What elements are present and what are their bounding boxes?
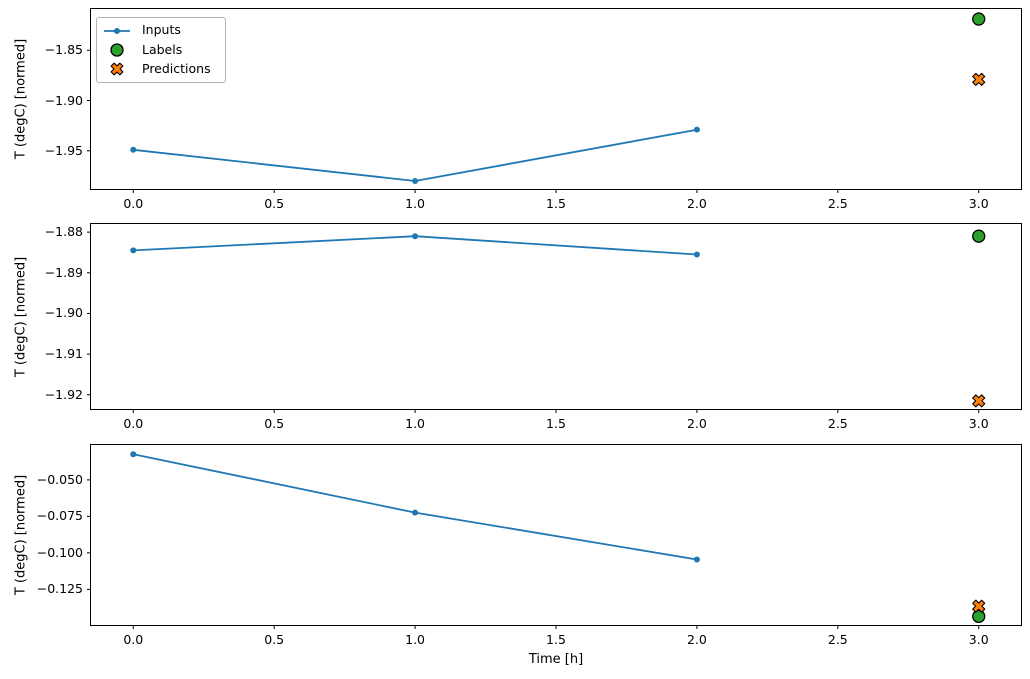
legend-label-labels: Labels <box>142 41 183 57</box>
x-tick-label: 0.5 <box>264 632 285 647</box>
y-tick-label: −0.050 <box>36 471 83 487</box>
predictions-x-icon <box>110 62 124 76</box>
y-tick-label: −1.91 <box>44 346 83 362</box>
x-tick-label: 2.5 <box>827 416 848 431</box>
x-tick-label: 1.0 <box>405 416 426 431</box>
inputs-line <box>132 453 698 561</box>
x-tick-label: 0.0 <box>123 416 144 431</box>
subplot-2-plot-area <box>87 229 986 413</box>
subplot-3-plot-area <box>87 451 986 629</box>
x-axis-label: Time [h] <box>528 652 584 667</box>
y-tick-label: −0.100 <box>36 544 83 560</box>
predictions-marker <box>972 599 986 613</box>
y-tick-label: −1.90 <box>44 92 83 108</box>
legend-label-inputs: Inputs <box>142 22 181 38</box>
inputs-line-icon <box>104 27 130 34</box>
x-tick-label: 1.5 <box>546 632 566 647</box>
subplot-2-axes <box>87 223 1022 413</box>
legend-item-labels: Labels <box>103 40 219 59</box>
x-tick-label: 3.0 <box>968 416 989 431</box>
legend-item-inputs: Inputs <box>103 21 219 40</box>
inputs-point-marker <box>693 251 700 258</box>
legend-dot-sample <box>114 27 120 34</box>
x-tick-label: 1.0 <box>405 196 426 211</box>
legend-x-sample <box>110 62 124 76</box>
x-tick-label: 3.0 <box>968 196 989 211</box>
subplot-1-plot-area <box>87 12 986 193</box>
inputs-point-marker <box>693 126 700 133</box>
inputs-point-marker <box>130 451 137 458</box>
inputs-point-marker <box>412 509 419 516</box>
y-tick-label: −1.85 <box>44 42 83 58</box>
x-tick-label: 2.5 <box>827 632 848 647</box>
y-tick-label: −0.075 <box>36 508 83 524</box>
labels-circle-icon <box>110 43 124 57</box>
x-tick-label: 1.5 <box>546 416 566 431</box>
inputs-point-marker <box>412 233 419 240</box>
y-axis-label: T (degC) [normed] <box>13 38 29 160</box>
subplot-1-axes <box>87 8 1022 193</box>
y-axis-label: T (degC) [normed] <box>13 256 29 377</box>
x-tick-label: 1.5 <box>546 196 566 211</box>
legend-circle-sample <box>110 43 124 57</box>
x-tick-label: 0.5 <box>264 416 285 431</box>
x-tick-label: 2.0 <box>686 416 707 431</box>
y-tick-label: −1.89 <box>44 264 83 280</box>
inputs-point-marker <box>130 247 137 254</box>
x-tick-label: 2.0 <box>686 196 707 211</box>
x-tick-label: 2.5 <box>827 196 848 211</box>
labels-marker <box>972 609 986 624</box>
x-tick-label: 0.5 <box>264 196 285 211</box>
x-tick-label: 0.0 <box>123 632 144 647</box>
labels-marker <box>972 229 986 243</box>
legend: Inputs Labels Predictions <box>96 17 226 83</box>
legend-label-predictions: Predictions <box>142 61 211 77</box>
inputs-point-marker <box>412 177 419 184</box>
inputs-line <box>132 128 698 182</box>
y-tick-label: −1.90 <box>44 305 83 321</box>
y-tick-label: −1.92 <box>44 386 83 402</box>
labels-marker <box>972 12 986 26</box>
x-tick-label: 2.0 <box>686 632 707 647</box>
inputs-point-marker <box>130 146 137 153</box>
subplot-3-axes <box>87 444 1022 629</box>
y-tick-label: −1.88 <box>44 224 83 240</box>
y-tick-label: −0.125 <box>36 581 83 597</box>
y-tick-label: −1.95 <box>44 142 83 158</box>
inputs-point-marker <box>693 556 700 563</box>
x-tick-label: 3.0 <box>968 632 989 647</box>
legend-item-predictions: Predictions <box>103 60 219 79</box>
predictions-marker <box>972 394 986 408</box>
x-tick-label: 0.0 <box>123 196 144 211</box>
predictions-marker <box>972 72 986 86</box>
x-tick-label: 1.0 <box>405 632 426 647</box>
y-axis-label: T (degC) [normed] <box>13 474 29 596</box>
